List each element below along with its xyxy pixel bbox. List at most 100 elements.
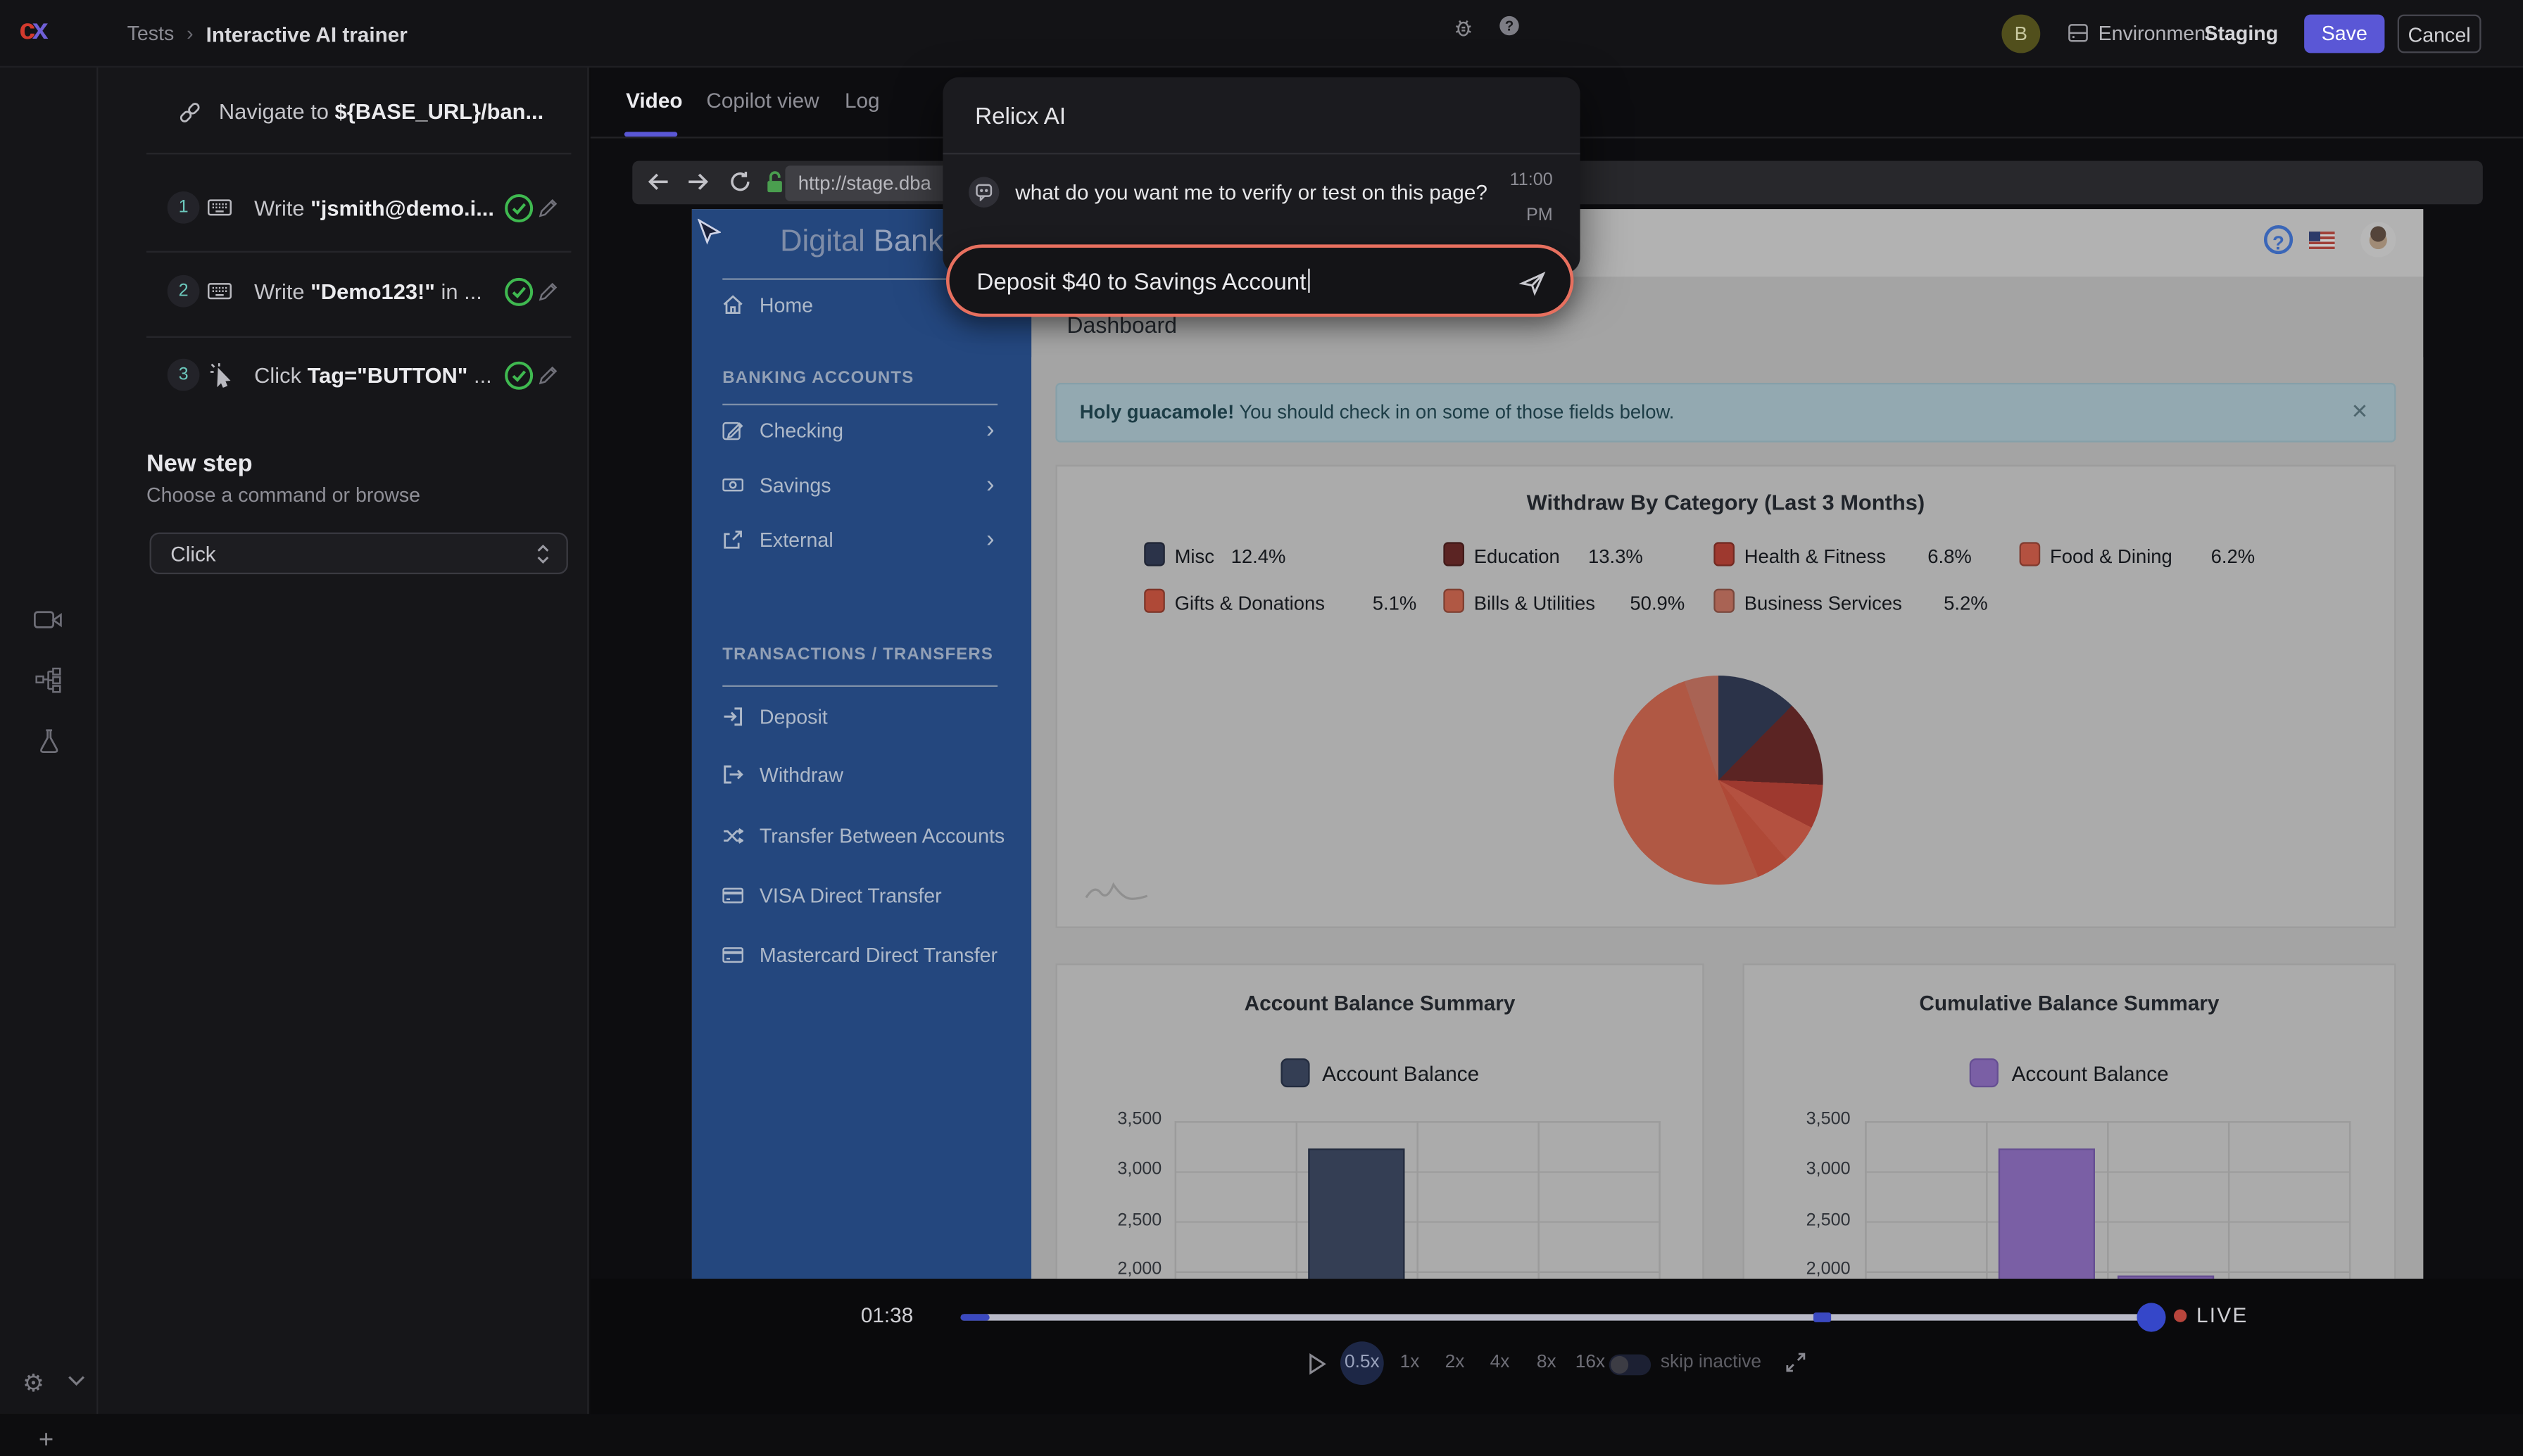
legend-label: Bills & Utilities [1474, 592, 1595, 614]
skip-inactive-toggle[interactable] [1609, 1354, 1651, 1375]
link-icon [177, 100, 203, 126]
sidebar-item-transfer-between-accounts[interactable]: Transfer Between Accounts [760, 825, 1005, 848]
checking-pen-icon [722, 420, 743, 441]
bar [1309, 1148, 1405, 1279]
command-select[interactable]: Click [150, 533, 568, 574]
withdraw-sign-out-icon [722, 764, 743, 785]
video-viewport[interactable]: Digital Bank Home BANKING ACCOUNTS Check… [692, 209, 2423, 1279]
sidebar-item-visa-direct-transfer[interactable]: VISA Direct Transfer [760, 885, 942, 907]
settings-chevron-down-icon[interactable] [68, 1375, 85, 1386]
left-icon-rail: ⚙ + [0, 68, 98, 1414]
legend-value: 6.2% [2211, 545, 2255, 568]
legend-label: Misc [1175, 545, 1214, 568]
sidebar-item-savings[interactable]: Savings [760, 474, 831, 497]
step-text-suffix: ... [467, 364, 491, 388]
select-updown-icon [536, 542, 550, 566]
speed-option-active[interactable]: 0.5x [1340, 1342, 1384, 1386]
step-text-strong: Tag="BUTTON" [308, 364, 468, 388]
user-avatar[interactable]: B [2001, 15, 2040, 53]
playback-progress-bar[interactable] [961, 1314, 2151, 1320]
legend-label: Education [1474, 545, 1560, 568]
sidebar-item-checking[interactable]: Checking [760, 420, 843, 443]
playback-knob[interactable] [2137, 1303, 2165, 1331]
legend-value: 50.9% [1630, 592, 1685, 614]
divider [722, 404, 998, 405]
ai-message-time-meridiem: PM [1526, 206, 1553, 225]
save-button[interactable]: Save [2304, 15, 2384, 53]
bank-help-icon[interactable]: ? [2264, 225, 2293, 254]
bank-user-avatar[interactable] [2360, 222, 2396, 257]
tab-log[interactable]: Log [845, 89, 880, 113]
ai-panel-title: Relicx AI [975, 105, 1066, 131]
security-lock-icon[interactable] [765, 170, 786, 194]
ai-input-field[interactable]: Deposit $40 to Savings Account [946, 244, 1573, 317]
logo-x: x [32, 13, 45, 45]
chevron-right-icon: › [986, 526, 994, 553]
ai-input-value: Deposit $40 to Savings Account [976, 270, 1306, 296]
environment-value[interactable]: Staging [2204, 23, 2278, 45]
navigate-prefix: Navigate to [219, 100, 335, 124]
text-caret [1308, 269, 1309, 293]
alert-bold-text: Holy guacamole! [1080, 400, 1235, 423]
legend-chip [1281, 1058, 1309, 1087]
divider [146, 153, 571, 154]
help-icon[interactable]: ? [1499, 16, 1518, 35]
legend-value: 5.1% [1373, 592, 1417, 614]
sparkline-icon [1085, 878, 1149, 902]
cancel-button[interactable]: Cancel [2398, 15, 2481, 53]
step-edit-pencil-icon[interactable] [537, 280, 560, 303]
click-cursor-icon [209, 362, 235, 388]
add-button[interactable]: + [39, 1426, 54, 1455]
tab-copilot-view[interactable]: Copilot view [706, 89, 819, 113]
speed-option[interactable]: 2x [1445, 1353, 1465, 1372]
speed-option[interactable]: 1x [1400, 1353, 1420, 1372]
flow-sitemap-icon[interactable] [35, 668, 61, 694]
speed-option[interactable]: 16x [1575, 1353, 1605, 1372]
breadcrumb-current: Interactive AI trainer [206, 23, 408, 46]
progress-marker[interactable] [1813, 1312, 1831, 1322]
external-link-icon [722, 529, 743, 550]
sidebar-item-home[interactable]: Home [760, 294, 813, 317]
step-text-suffix: in ... [435, 280, 482, 304]
tab-video[interactable]: Video [626, 89, 682, 113]
divider [943, 153, 1580, 154]
mastercard-card-icon [722, 944, 743, 966]
alert-banner: Holy guacamole! You should check in on s… [1055, 383, 2396, 443]
legend-label: Food & Dining [2050, 545, 2172, 568]
experiments-flask-icon[interactable] [37, 728, 61, 754]
step-text-strong: "jsmith@demo.i... [310, 196, 494, 220]
live-dot-icon [2174, 1309, 2187, 1322]
sidebar-item-deposit[interactable]: Deposit [760, 706, 828, 728]
progress-fill [961, 1314, 990, 1320]
speed-option[interactable]: 4x [1490, 1353, 1510, 1372]
section-banking-accounts: BANKING ACCOUNTS [722, 368, 914, 387]
reload-icon[interactable] [729, 170, 751, 193]
step-edit-pencil-icon[interactable] [537, 196, 560, 219]
recordings-camera-icon[interactable] [34, 608, 63, 632]
app-logo[interactable]: cx [19, 13, 45, 46]
alert-close-icon[interactable]: ✕ [2351, 399, 2369, 425]
account-balance-plot [1175, 1120, 1661, 1279]
cumulative-balance-plot [1864, 1120, 2350, 1279]
savings-money-icon [722, 474, 743, 495]
send-icon[interactable] [1519, 269, 1547, 296]
breadcrumb-tests[interactable]: Tests [127, 23, 175, 45]
step-success-check-icon [503, 360, 534, 391]
speed-option[interactable]: 8x [1537, 1353, 1556, 1372]
fullscreen-expand-icon[interactable] [1785, 1352, 1807, 1374]
forward-arrow-icon[interactable] [686, 170, 710, 193]
step-edit-pencil-icon[interactable] [537, 364, 560, 386]
sidebar-item-mastercard-direct-transfer[interactable]: Mastercard Direct Transfer [760, 944, 998, 967]
bank-sidebar: Digital Bank Home BANKING ACCOUNTS Check… [692, 209, 1031, 1279]
active-tab-underline [624, 132, 677, 137]
sidebar-item-external[interactable]: External [760, 529, 833, 552]
step-text-prefix: Write [254, 196, 310, 220]
visa-card-icon [722, 885, 743, 906]
step-text-strong: "Demo123!" [310, 280, 435, 304]
back-arrow-icon[interactable] [647, 170, 671, 193]
sidebar-item-withdraw[interactable]: Withdraw [760, 764, 843, 787]
debug-bug-icon[interactable] [1453, 16, 1474, 37]
play-icon[interactable] [1308, 1353, 1326, 1376]
settings-gear-icon[interactable]: ⚙ [23, 1369, 44, 1398]
us-flag-icon[interactable] [2309, 231, 2335, 248]
